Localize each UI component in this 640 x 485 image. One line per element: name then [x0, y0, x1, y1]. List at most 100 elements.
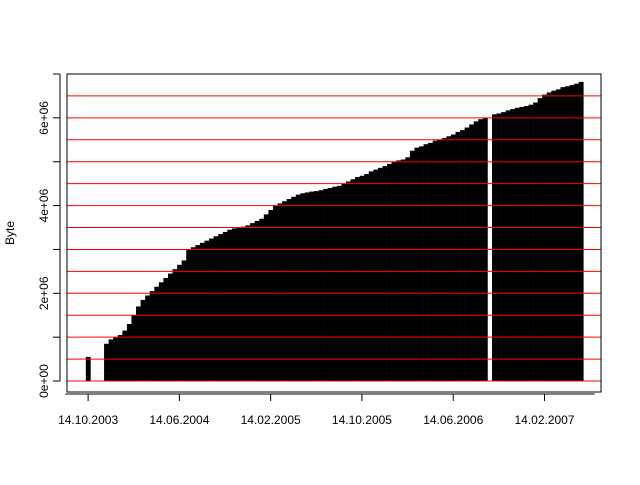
bar	[400, 159, 406, 382]
bar	[469, 124, 475, 382]
bar	[473, 121, 479, 382]
bar	[377, 167, 383, 382]
bar	[350, 179, 356, 382]
bar	[104, 343, 109, 382]
bar	[268, 209, 274, 382]
bar	[569, 84, 575, 382]
y-axis-label: Byte	[3, 221, 17, 245]
bar	[332, 186, 338, 382]
bar	[336, 185, 342, 382]
bar	[450, 134, 456, 382]
bar	[167, 273, 173, 382]
bar	[446, 136, 452, 382]
bar	[277, 203, 283, 382]
bar	[163, 277, 169, 382]
bar	[195, 245, 201, 382]
bar	[574, 83, 580, 382]
y-tick-label: 4e+06	[37, 188, 51, 222]
bar	[345, 181, 351, 382]
bar	[428, 142, 433, 382]
bar	[227, 229, 233, 382]
x-tick-label: 14.10.2003	[58, 413, 118, 427]
bar	[565, 86, 570, 382]
bar	[505, 110, 511, 382]
y-tick-label: 2e+06	[37, 276, 51, 310]
bar	[218, 234, 224, 382]
bar	[199, 242, 205, 382]
bar	[455, 131, 461, 382]
bar	[396, 160, 402, 382]
bar	[108, 339, 114, 382]
x-tick-label: 14.06.2006	[423, 413, 483, 427]
plot-frame	[66, 73, 602, 393]
bar	[478, 119, 484, 382]
bar	[177, 264, 182, 382]
bar	[136, 306, 141, 382]
bar	[149, 291, 155, 382]
bar	[492, 114, 497, 382]
bar	[154, 286, 160, 382]
bar	[542, 94, 548, 382]
bar	[387, 163, 392, 382]
bar	[501, 112, 507, 382]
bar	[240, 226, 246, 382]
bar	[300, 193, 306, 382]
bar	[460, 130, 465, 382]
bar	[254, 220, 260, 382]
bar	[555, 89, 561, 382]
bar	[437, 139, 443, 382]
bar	[126, 324, 132, 382]
bar	[409, 150, 415, 382]
bar	[291, 196, 297, 382]
bar	[122, 330, 128, 382]
bar	[405, 157, 411, 382]
bar	[309, 191, 315, 382]
bar	[259, 218, 265, 382]
bar	[318, 190, 324, 382]
bar	[286, 199, 292, 382]
bar	[414, 147, 420, 382]
bar	[441, 138, 447, 382]
bar	[551, 90, 557, 382]
bar	[190, 247, 196, 382]
bar	[213, 236, 219, 382]
bar	[295, 194, 301, 382]
bar	[181, 260, 187, 382]
bar	[85, 356, 91, 382]
bar	[245, 225, 251, 382]
x-tick-label: 14.10.2005	[332, 413, 392, 427]
bar	[117, 334, 123, 382]
bar	[341, 183, 347, 382]
x-tick-label: 14.06.2004	[149, 413, 209, 427]
bar	[519, 106, 525, 382]
bar	[209, 238, 214, 382]
bar	[304, 192, 310, 382]
bar	[533, 102, 538, 382]
y-tick-label: 6e+06	[37, 101, 51, 135]
bar	[140, 299, 146, 382]
bar	[364, 174, 370, 382]
bar	[314, 191, 319, 382]
x-tick-label: 14.02.2007	[514, 413, 574, 427]
bar	[145, 295, 151, 382]
bar	[222, 231, 228, 382]
bar	[327, 188, 333, 382]
bar	[382, 166, 388, 382]
bar	[355, 177, 360, 382]
bar	[537, 98, 543, 382]
bar	[204, 240, 210, 382]
bar	[523, 106, 529, 382]
bar	[546, 92, 552, 382]
bar	[496, 113, 502, 382]
bar	[158, 282, 164, 382]
bar	[423, 144, 429, 382]
bar	[510, 109, 516, 382]
bar	[418, 146, 424, 382]
bar	[282, 201, 287, 382]
y-tick-label: 0e+00	[37, 364, 51, 398]
bar	[528, 104, 534, 382]
bar	[560, 87, 566, 382]
bar	[131, 315, 137, 382]
bar	[263, 214, 269, 382]
